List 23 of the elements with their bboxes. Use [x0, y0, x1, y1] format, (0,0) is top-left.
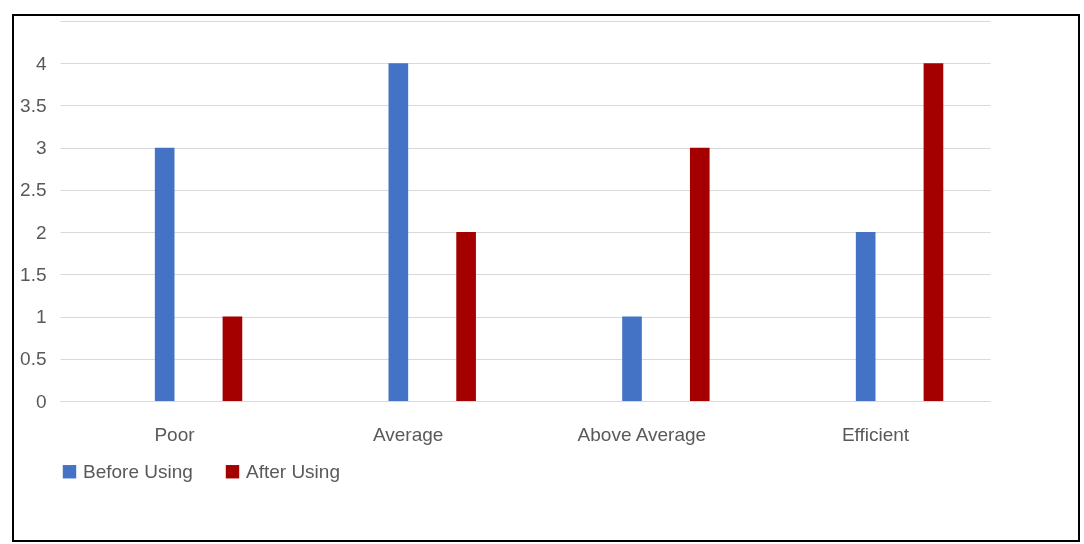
bar — [923, 63, 944, 401]
y-tick-label: 4 — [35, 52, 47, 74]
legend-label: Before Using — [83, 460, 193, 482]
bar — [689, 147, 710, 401]
bar — [456, 232, 476, 401]
bar — [154, 147, 175, 401]
bar — [222, 316, 243, 401]
x-tick-label: Efficient — [841, 423, 910, 445]
bar — [855, 232, 876, 401]
y-tick-label: 3.5 — [20, 94, 47, 116]
y-tick-label: 1 — [35, 306, 47, 328]
x-tick-label: Poor — [154, 423, 196, 445]
y-tick-label: 3 — [35, 137, 47, 159]
bar — [388, 63, 409, 401]
y-tick-label: 0 — [35, 390, 47, 412]
y-tick-label: 0.5 — [20, 348, 47, 370]
x-tick-label: Average — [372, 423, 444, 445]
legend-label: After Using — [246, 460, 340, 482]
y-tick-label: 1.5 — [20, 263, 47, 285]
bar — [622, 316, 642, 401]
x-tick-label: Above Average — [577, 423, 707, 445]
y-tick-label: 2.5 — [20, 179, 47, 201]
y-tick-label: 2 — [35, 221, 47, 243]
